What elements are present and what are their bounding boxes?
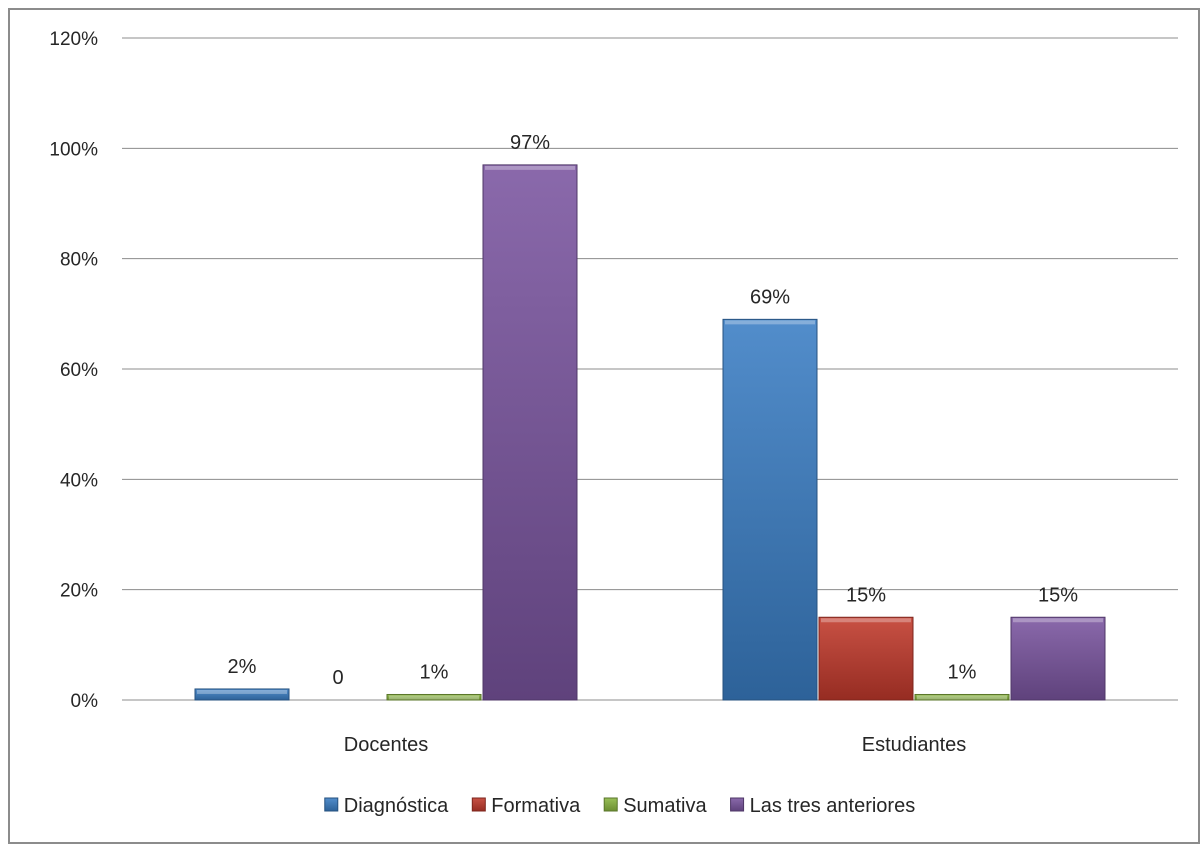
bar-diagnóstica-docentes <box>194 688 290 701</box>
bar-highlight <box>1013 618 1103 623</box>
gridlines <box>122 37 1178 701</box>
data-label: 2% <box>228 656 257 678</box>
bar-diagnóstica-estudiantes <box>722 318 818 701</box>
legend-swatch <box>324 797 339 812</box>
bar-sumativa-estudiantes <box>914 693 1010 701</box>
legend-swatch <box>471 797 486 812</box>
data-label: 69% <box>750 286 790 308</box>
x-category-label: Estudiantes <box>862 734 967 756</box>
bar-highlight <box>485 165 575 170</box>
y-axis-ticks: 0% 20% 40% 60% 80% 100% 120% <box>49 29 98 712</box>
y-tick-label: 100% <box>49 139 98 160</box>
legend-label: Formativa <box>491 795 581 817</box>
bar-las-tres-anteriores-docentes <box>482 164 578 701</box>
data-label: 1% <box>948 661 977 683</box>
legend-swatch <box>730 797 745 812</box>
data-label: 97% <box>510 132 550 154</box>
bar-highlight <box>197 689 287 694</box>
y-tick-label: 40% <box>60 470 98 491</box>
legend-label: Diagnóstica <box>344 795 449 817</box>
chart-frame <box>8 8 1200 844</box>
data-labels: 2% 0 1% 97% 69% 15% 1% 15% <box>228 132 1079 689</box>
bars <box>194 164 1106 701</box>
bar-highlight <box>389 695 479 700</box>
category-labels: Docentes Estudiantes <box>344 734 967 756</box>
legend-label: Sumativa <box>623 795 707 817</box>
y-tick-label: 80% <box>60 250 98 271</box>
bar-highlight <box>821 618 911 623</box>
data-label: 1% <box>420 661 449 683</box>
y-tick-label: 0% <box>71 691 99 712</box>
data-label: 0 <box>332 667 343 689</box>
y-tick-label: 20% <box>60 581 98 602</box>
x-category-label: Docentes <box>344 734 429 756</box>
legend-swatch <box>603 797 618 812</box>
bar-formativa-estudiantes <box>818 616 914 701</box>
legend: Diagnóstica Formativa Sumativa Las tres ant… <box>324 795 916 817</box>
y-tick-label: 120% <box>49 29 98 50</box>
y-tick-label: 60% <box>60 360 98 381</box>
bar-las-tres-anteriores-estudiantes <box>1010 616 1106 701</box>
data-label: 15% <box>846 584 886 606</box>
legend-label: Las tres anteriores <box>750 795 916 817</box>
bar-highlight <box>917 695 1007 700</box>
bar-highlight <box>725 320 815 325</box>
bar-sumativa-docentes <box>386 693 482 701</box>
data-label: 15% <box>1038 584 1078 606</box>
